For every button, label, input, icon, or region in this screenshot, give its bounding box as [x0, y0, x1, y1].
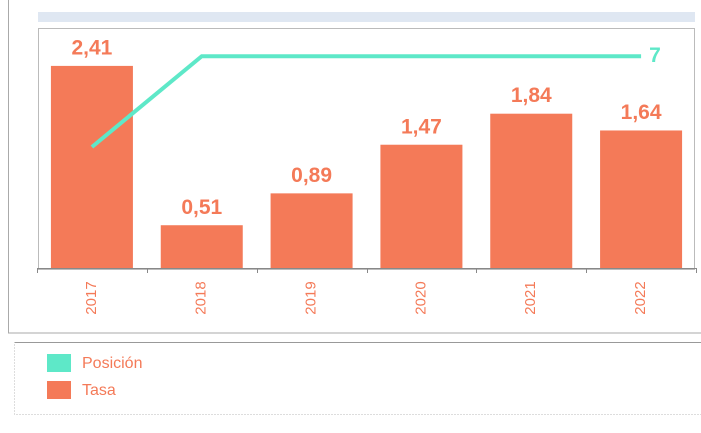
x-tick-label: 2022 [632, 281, 649, 314]
bar [50, 65, 133, 268]
x-tick-label: 2021 [522, 281, 539, 314]
legend-label: Posición [82, 355, 142, 372]
bar [270, 193, 353, 268]
bar-value-label: 0,89 [291, 164, 332, 187]
bar-value-label: 2,41 [71, 36, 112, 59]
x-tick-label: 2020 [412, 281, 429, 314]
bar [600, 130, 683, 268]
header-strip [38, 12, 695, 22]
x-tick-label: 2018 [193, 281, 210, 314]
line-value-label: 7 [649, 44, 661, 67]
bar [380, 144, 463, 268]
bar-value-label: 1,64 [621, 101, 662, 124]
chart-frame [8, 0, 701, 334]
line [90, 54, 642, 149]
legend-swatch [47, 381, 71, 399]
bar [490, 113, 573, 268]
legend-swatch [47, 354, 71, 372]
legend-label: Tasa [82, 382, 116, 399]
bar-value-label: 1,84 [511, 84, 552, 107]
bar-value-label: 0,51 [181, 196, 222, 219]
bar-value-label: 1,47 [401, 115, 442, 138]
bar [160, 225, 243, 268]
x-tick-label: 2017 [83, 281, 100, 314]
x-tick-label: 2019 [303, 281, 320, 314]
legend-frame [14, 342, 701, 415]
plot-frame [38, 28, 695, 270]
